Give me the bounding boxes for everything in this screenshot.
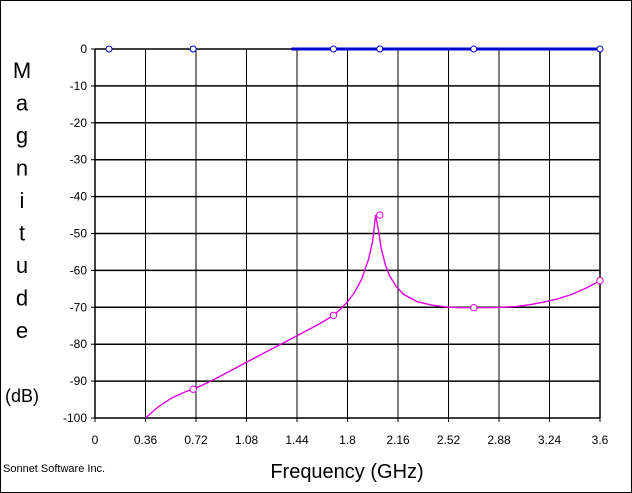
y-tick-label: -60 xyxy=(70,263,88,277)
series-blue-marker xyxy=(189,45,197,53)
y-tick-label: -70 xyxy=(70,300,88,314)
x-tick-label: 0.72 xyxy=(184,433,208,447)
series-group xyxy=(105,45,604,419)
x-tick-label: 0.36 xyxy=(134,433,158,447)
y-tick-labels: 0 -10 -20 -30 -40 -50 -60 -70 -80 -90 -100 xyxy=(63,42,87,425)
x-tick-label: 1.08 xyxy=(235,433,259,447)
series-magenta-marker xyxy=(596,277,604,285)
series-magenta-marker xyxy=(470,303,478,312)
y-tick-label: -40 xyxy=(70,190,88,204)
series-magenta-marker xyxy=(376,211,384,219)
x-tick-label: 2.16 xyxy=(386,433,410,447)
series-blue-marker xyxy=(376,45,384,53)
y-label-letter: u xyxy=(16,253,28,278)
y-tick-label: -10 xyxy=(70,79,88,93)
y-label-letter: e xyxy=(16,318,28,343)
series-magenta-line xyxy=(145,214,601,419)
x-tick-labels: 0 0.36 0.72 1.08 1.44 1.8 2.16 2.52 2.88 3.24 3.6 xyxy=(92,433,609,447)
series-blue-marker xyxy=(596,45,604,53)
series-magenta-marker xyxy=(189,385,197,393)
y-tick-label: 0 xyxy=(80,42,87,56)
y-tick-label: -20 xyxy=(70,116,88,130)
y-tick-label: -30 xyxy=(70,153,88,167)
x-tick-label: 0 xyxy=(92,433,99,447)
y-label-letter: n xyxy=(16,156,28,181)
y-tick-label: -100 xyxy=(63,411,87,425)
y-tick-label: -50 xyxy=(70,227,88,241)
x-tick-label: 2.88 xyxy=(487,433,511,447)
series-blue-marker xyxy=(470,45,478,53)
x-tick-label: 3.6 xyxy=(592,433,609,447)
y-tick-label: -80 xyxy=(70,337,88,351)
y-label-letter: t xyxy=(19,221,25,246)
y-label-letter: g xyxy=(16,123,28,148)
y-label-letter: i xyxy=(20,188,25,213)
y-label-letter: a xyxy=(16,91,29,116)
brand-label: Sonnet Software Inc. xyxy=(3,463,105,475)
x-tick-label: 3.24 xyxy=(538,433,562,447)
x-tick-label: 1.44 xyxy=(285,433,309,447)
series-blue-marker xyxy=(105,45,113,53)
y-label-letter: d xyxy=(16,286,28,311)
y-tick-label: -90 xyxy=(70,374,88,388)
series-magenta-marker xyxy=(329,311,338,320)
plot-grid xyxy=(91,48,601,422)
y-label-letter: M xyxy=(13,58,31,83)
y-label-unit: (dB) xyxy=(5,386,39,406)
series-blue-marker xyxy=(329,45,337,53)
x-tick-label: 2.52 xyxy=(437,433,461,447)
x-axis-label: Frequency (GHz) xyxy=(270,461,423,483)
x-tick-label: 1.8 xyxy=(339,433,356,447)
